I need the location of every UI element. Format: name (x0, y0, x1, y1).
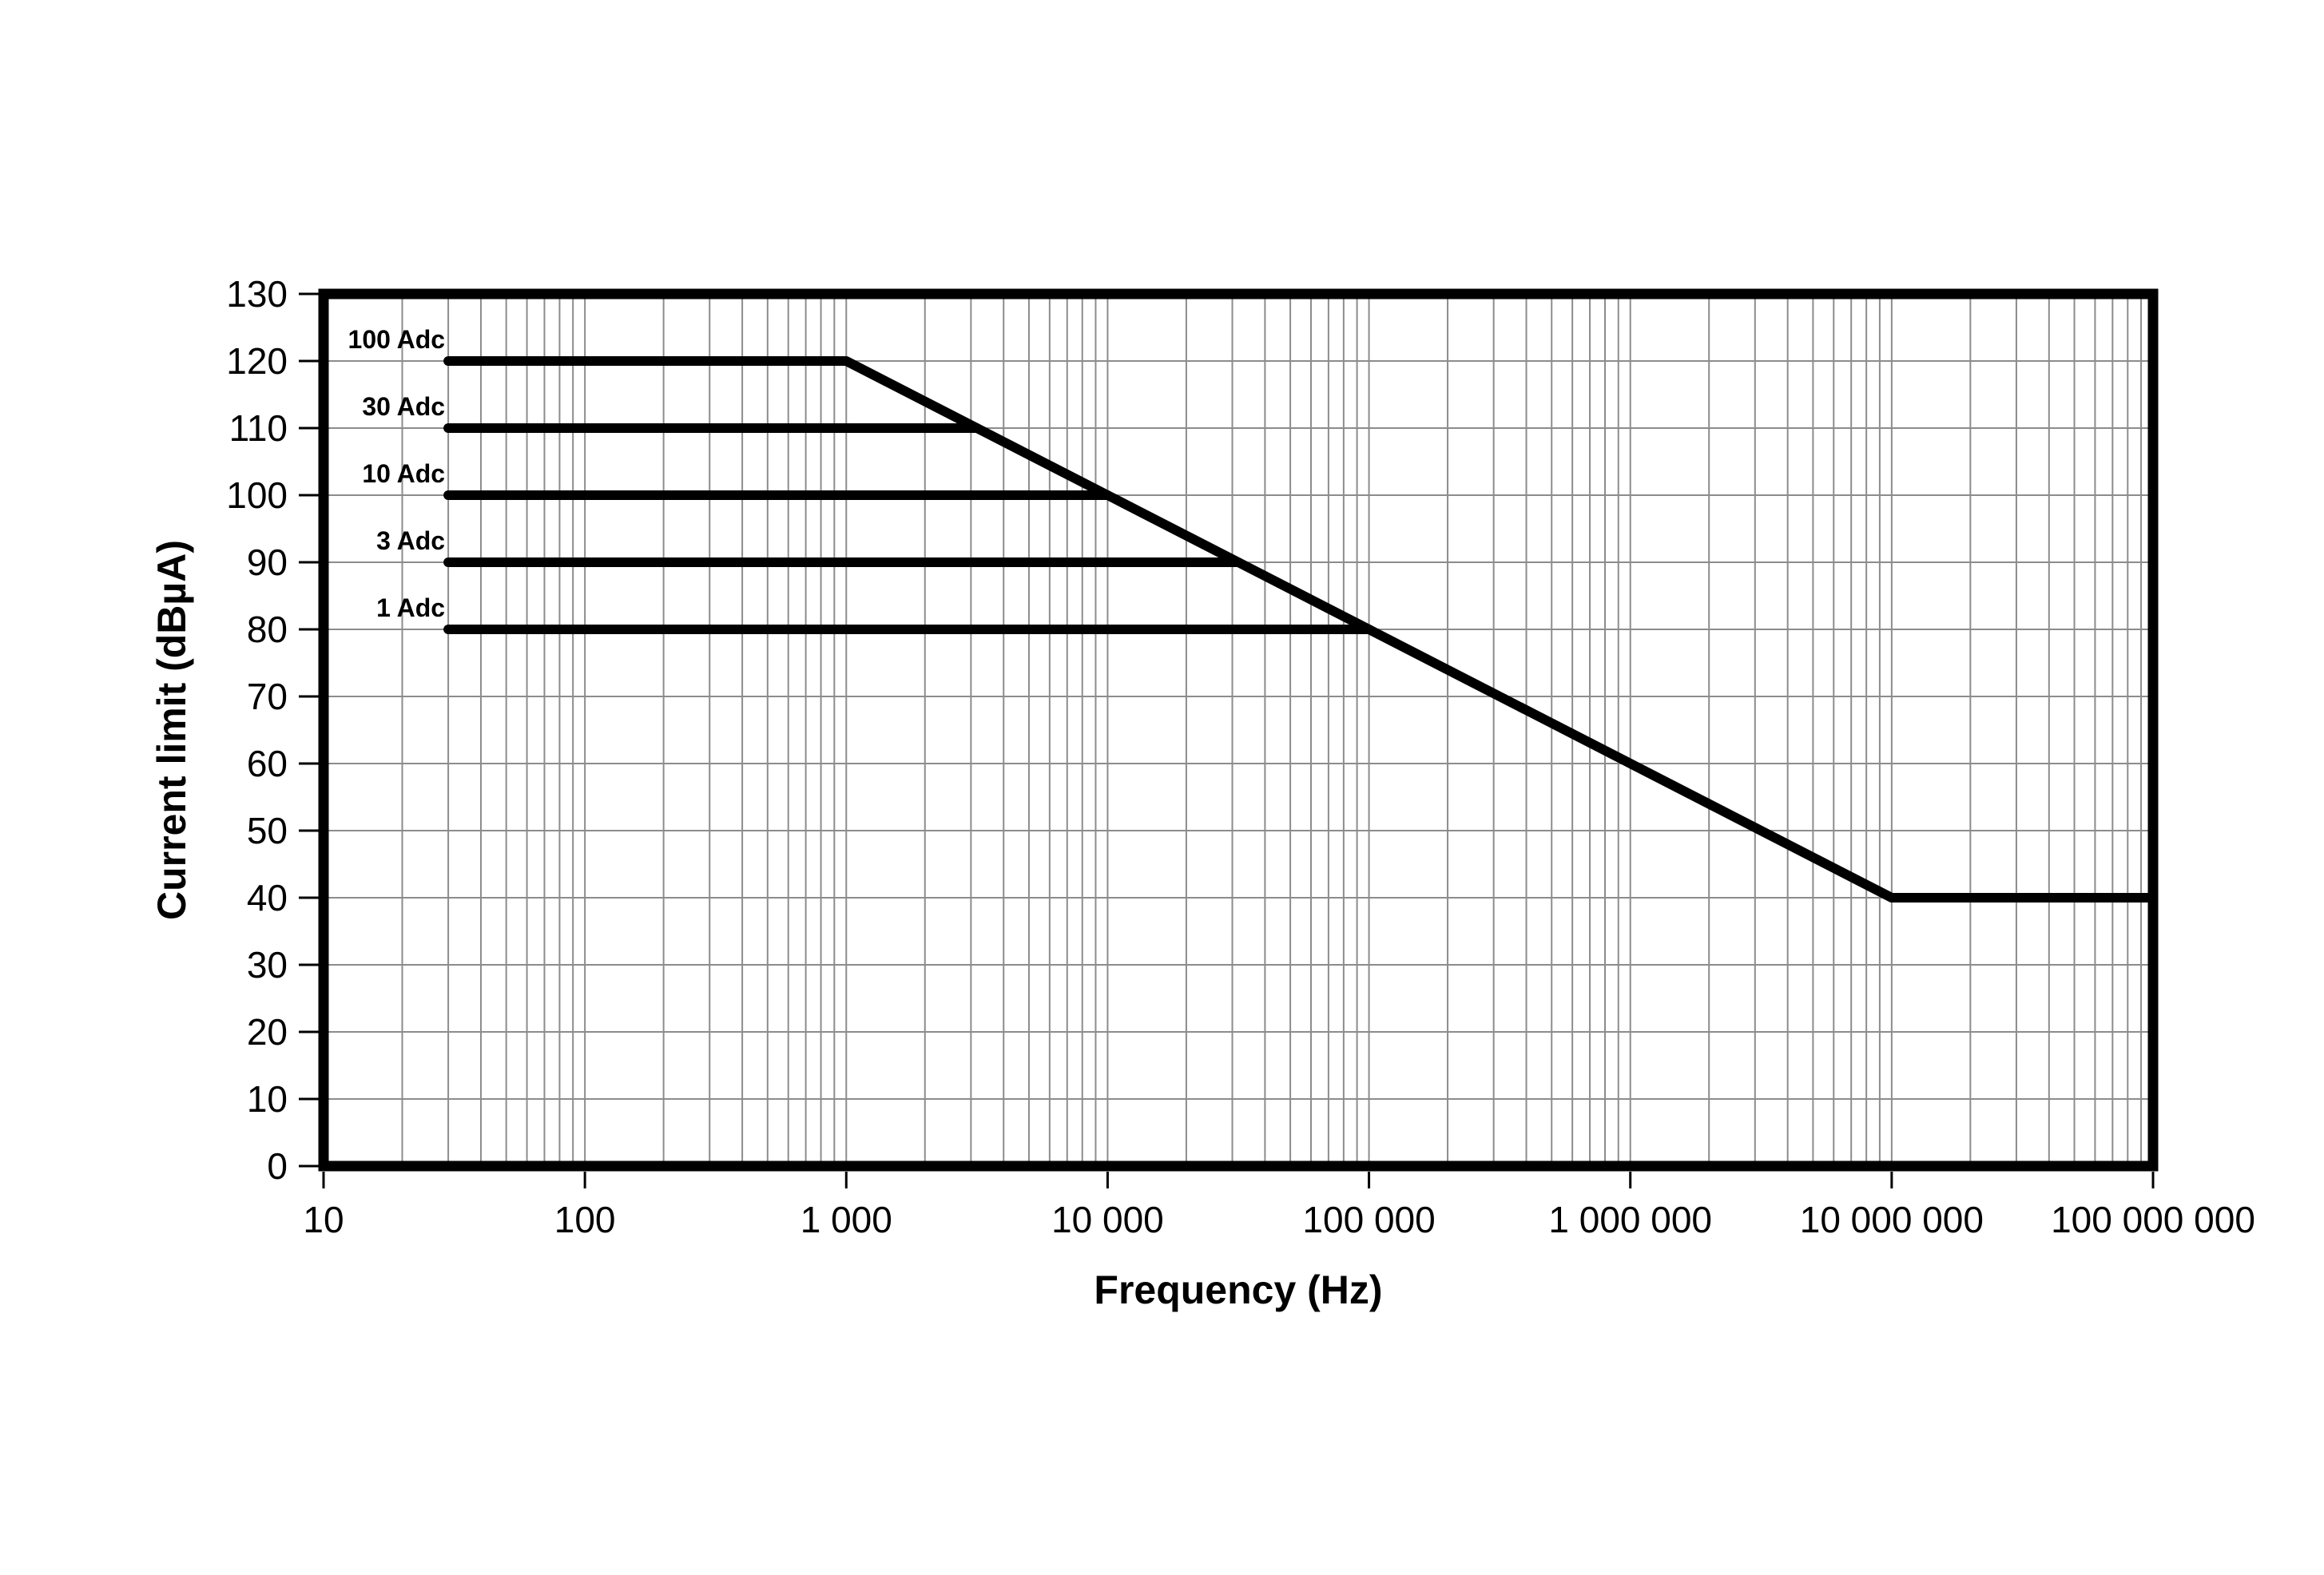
y-tick-label: 70 (247, 676, 288, 717)
y-tick-label: 40 (247, 877, 288, 918)
x-tick-label: 1 000 (800, 1199, 892, 1240)
y-tick-label: 10 (247, 1078, 288, 1120)
x-tick-label: 100 000 000 (2051, 1199, 2255, 1240)
y-tick-label: 50 (247, 810, 288, 851)
y-tick-label: 100 (226, 474, 288, 516)
series-label-30-adc: 30 Adc (362, 392, 445, 421)
y-tick-label: 60 (247, 743, 288, 784)
series-label-1-adc: 1 Adc (376, 593, 445, 622)
series-label-10-adc: 10 Adc (362, 459, 445, 488)
x-tick-label: 10 000 000 (1800, 1199, 1984, 1240)
plot-frame (318, 288, 2159, 1172)
y-tick-label: 110 (229, 407, 288, 449)
y-tick-label: 90 (247, 542, 288, 583)
y-tick-label: 80 (247, 609, 288, 650)
x-tick-label: 100 000 (1302, 1199, 1435, 1240)
y-tick-label: 120 (226, 340, 288, 382)
x-tick-label: 100 (554, 1199, 616, 1240)
y-tick-label: 20 (247, 1011, 288, 1053)
x-tick-label: 1 000 000 (1548, 1199, 1712, 1240)
y-tick-label: 30 (247, 944, 288, 986)
series-label-3-adc: 3 Adc (376, 526, 445, 555)
y-tick-label: 0 (267, 1145, 288, 1187)
y-axis-title: Current limit (dBµA) (149, 540, 194, 921)
x-tick-label: 10 (303, 1199, 344, 1240)
x-tick-label: 10 000 (1051, 1199, 1164, 1240)
series-label-100-adc: 100 Adc (348, 325, 446, 354)
x-axis-title: Frequency (Hz) (1094, 1268, 1383, 1312)
y-tick-label: 130 (226, 273, 288, 315)
